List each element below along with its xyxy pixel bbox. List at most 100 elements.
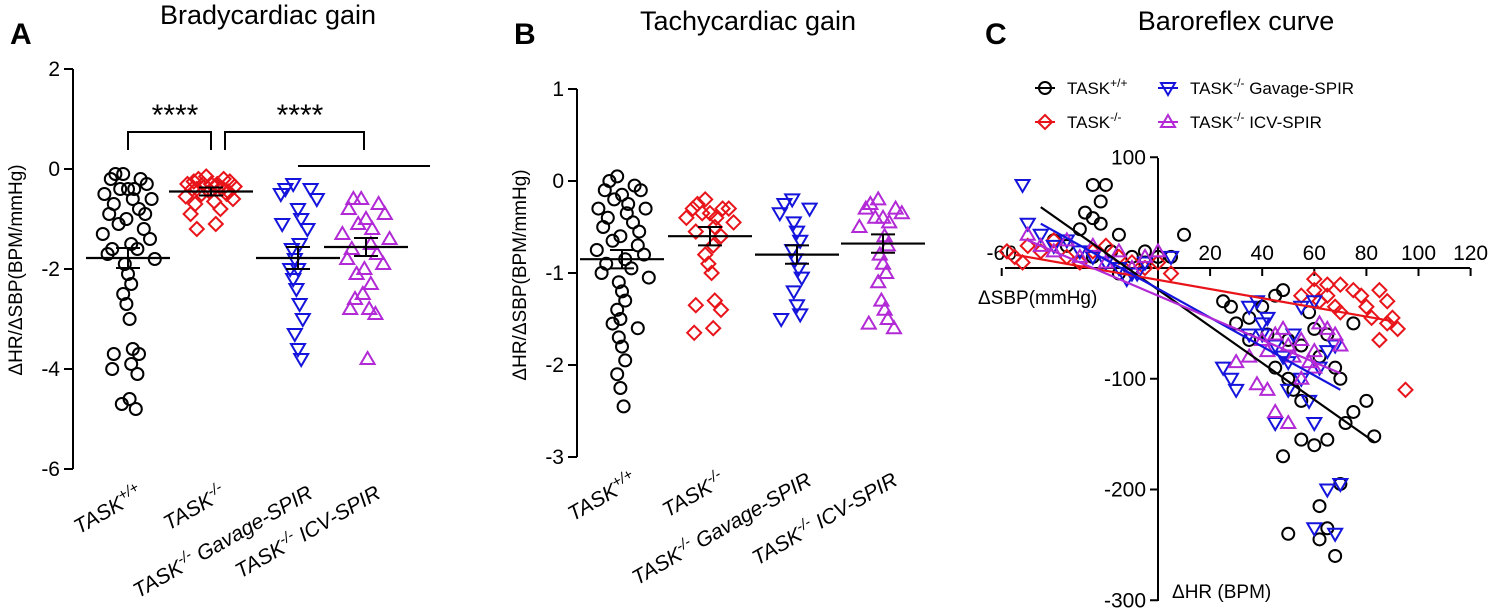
data-point [1371,281,1388,299]
data-point [1162,265,1180,282]
data-point [1110,242,1128,258]
panel-a-y-axis-label: ΔHR/ΔSBP(BPM/mmHg) [6,164,27,375]
panel-c-legend: TASK+/+ TASK-/- Gavage-SPIR TASK-/- TASK-/-… [1035,76,1354,132]
data-point [1359,393,1374,408]
data-point [1279,414,1297,430]
data-point [696,246,714,264]
data-point [333,225,352,240]
sig-label-2: **** [277,99,324,132]
data-point [357,210,375,225]
data-point [1222,372,1240,388]
panel-c-x-axis-label: ΔSBP(mmHg) [978,288,1097,309]
data-point [1326,339,1344,355]
data-point [188,220,206,238]
data-point [1294,432,1309,447]
data-point [366,305,385,320]
category-label: TASK-/- ICV-SPIR [747,466,902,570]
data-point [1281,526,1296,541]
data-point [589,243,604,257]
fit-line [1040,206,1375,443]
data-point [1310,361,1329,377]
data-point [707,209,725,227]
data-point [869,273,887,289]
data-point [1266,417,1284,433]
data-point [1331,477,1350,493]
panel-a-points [95,167,399,416]
x-tick-label: 100 [1401,242,1436,265]
x-tick-label: 40 [1251,242,1274,265]
data-point [1013,178,1032,194]
data-point [301,183,320,198]
panel-a: A Bradycardiac gain ΔHR/ΔSBP(BPM/mmHg) 2… [6,0,430,603]
data-point [1371,331,1388,349]
data-point [1019,217,1037,233]
data-point [610,302,625,317]
data-point [1276,449,1291,464]
data-point [292,213,310,228]
data-point [1214,361,1232,377]
data-point [354,285,372,300]
panel-b-y-axis-label: ΔHR/ΔSBP(BPM/mmHg) [510,169,531,380]
data-point [616,399,631,414]
x-tick-label: 120 [1453,242,1488,265]
data-point [132,347,146,361]
x-tick-label: 60 [1303,242,1326,265]
legend-label: TASK-/- ICV-SPIR [1190,110,1322,132]
data-point [771,207,789,223]
data-point [103,172,118,186]
data-point [349,215,367,230]
data-point [1098,177,1113,192]
data-point [615,284,629,299]
data-point [1357,298,1375,316]
data-point [205,193,223,210]
data-point [1085,177,1100,192]
legend-item-ko: TASK-/- [1035,110,1121,132]
sig-bracket-1 [127,131,212,150]
data-point [1292,369,1311,385]
sig-label-1: **** [152,99,199,132]
data-point [136,222,151,236]
data-point [712,227,730,245]
data-point [116,167,131,181]
data-point [1363,309,1381,327]
data-point [1149,242,1167,258]
data-point [1093,216,1108,231]
data-point [633,183,648,198]
data-point [857,199,875,215]
data-point [785,216,803,232]
panel-c-fit-lines [1014,206,1393,443]
data-point [594,266,609,280]
data-point [1312,532,1327,547]
data-point [800,202,819,218]
data-point [340,200,358,215]
data-point [1328,548,1343,563]
legend-item-wt: TASK+/+ [1035,76,1128,98]
y-tick-label: -4 [41,358,60,381]
data-point [1305,270,1323,288]
data-point [860,314,878,330]
data-point [105,362,120,376]
legend-label: TASK+/+ [1067,76,1128,98]
data-point [1045,231,1063,249]
data-point [1305,295,1324,311]
data-point [793,271,811,287]
panel-c-y-ticks: 100 -100 -200 -300 [1104,146,1158,612]
data-point [130,367,145,381]
legend-marker [1159,82,1177,97]
data-point [875,300,894,316]
data-point [1338,416,1353,431]
data-point [1378,292,1396,310]
data-point [607,192,622,207]
data-point [687,296,705,314]
data-point [113,182,128,196]
data-point [791,308,809,324]
panel-c: C Baroreflex curve -60 20 40 60 80 100 120 100… [978,6,1488,612]
data-point [687,223,705,241]
data-point [368,245,386,260]
y-tick-label: 1 [552,78,564,101]
data-point [699,255,717,273]
data-point [605,316,620,331]
y-tick-label: -1 [545,262,564,285]
data-point [677,209,695,227]
